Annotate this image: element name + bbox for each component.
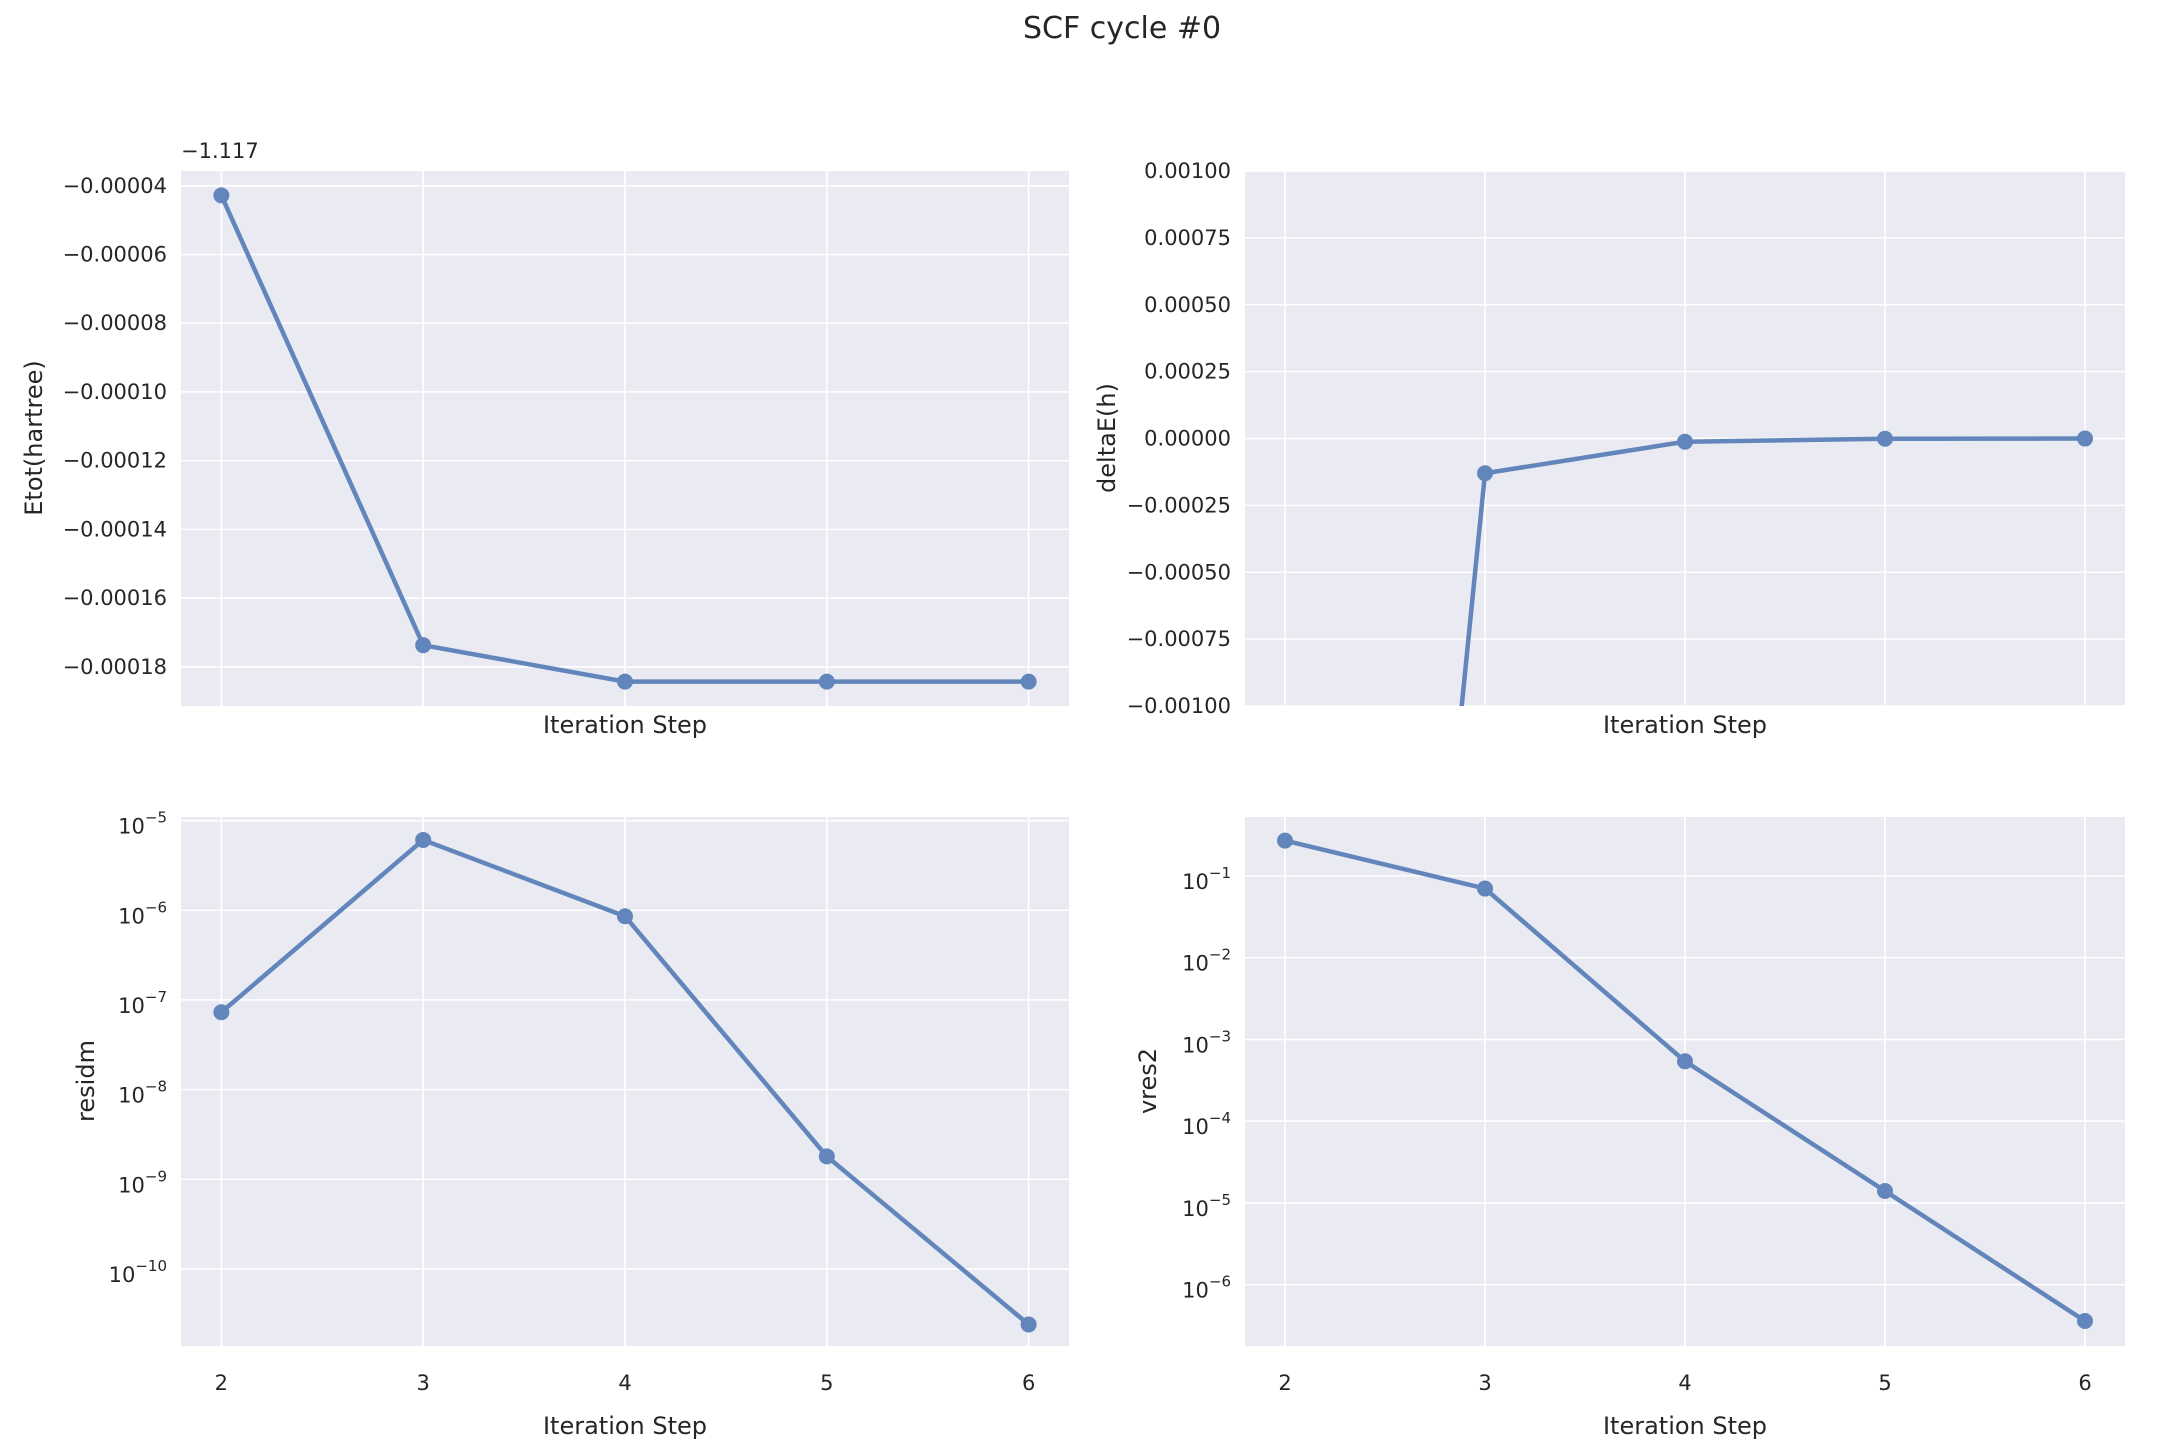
- subplot-etot: −0.00004 −0.00006 −0.00008 −0.00010 −0.00012…: [63, 171, 1069, 706]
- grid-lines: [181, 171, 1069, 706]
- y-tick-label: 0.00000: [1144, 427, 1231, 451]
- y-tick-label: 10−5: [118, 809, 167, 839]
- data-point: [617, 673, 633, 690]
- x-tick-label: 3: [1478, 1371, 1491, 1395]
- data-point: [1277, 832, 1293, 849]
- data-point: [1677, 1053, 1693, 1070]
- x-tick-label: 3: [416, 1371, 429, 1395]
- subplot-vres2: 10−1 10−2 10−3 10−4 10−5 10−6 2 3 4 5 6: [1182, 817, 2125, 1395]
- subplot-deltaE: 0.00100 0.00075 0.00050 0.00025 0.00000 −0.00…: [1127, 159, 2125, 718]
- data-series: [1277, 832, 2093, 1329]
- x-tick-label: 5: [820, 1371, 833, 1395]
- y-tick-label: 10−4: [1182, 1109, 1231, 1139]
- y-tick-label: 10−5: [1182, 1191, 1231, 1221]
- y-tick-label: 10−6: [118, 898, 167, 928]
- subplot-residm: 10−5 10−6 10−7 10−8 10−9 10−10 2 3 4 5 6: [109, 809, 1069, 1395]
- data-point: [1020, 673, 1037, 690]
- y-tick-label: 0.00025: [1144, 360, 1231, 384]
- y-tick-label: 0.00100: [1144, 159, 1231, 183]
- y-tick-label: 0.00075: [1144, 226, 1231, 250]
- data-series: [213, 187, 1037, 690]
- y-tick-label: 10−2: [1182, 946, 1231, 976]
- xlabel-deltaE: Iteration Step: [1602, 711, 1768, 739]
- data-point: [1877, 430, 1893, 447]
- x-tick-label: 6: [1022, 1371, 1035, 1395]
- figure-title: SCF cycle #0: [1022, 11, 1222, 46]
- y-tick-label: −0.00100: [1127, 694, 1231, 718]
- y-tick-label: 10−7: [118, 988, 167, 1018]
- y-tick-label: 10−1: [1182, 864, 1231, 894]
- xlabel-vres2: Iteration Step: [1602, 1412, 1768, 1440]
- y-tick-label: −0.00018: [63, 655, 167, 679]
- x-tick-label: 2: [1278, 1371, 1291, 1395]
- y-tick-label: −0.00014: [63, 517, 167, 541]
- grid-lines: [181, 817, 1069, 1346]
- data-point: [818, 1148, 835, 1165]
- data-point: [617, 908, 633, 925]
- y-tick-label: 10−3: [1182, 1027, 1231, 1057]
- data-point: [415, 831, 432, 848]
- data-point: [1677, 433, 1693, 450]
- grid-lines: [1245, 817, 2125, 1346]
- data-point: [213, 187, 230, 204]
- data-point: [1020, 1316, 1037, 1333]
- y-tick-label: 0.00050: [1144, 293, 1231, 317]
- ylabel-vres2: vres2: [1134, 1047, 1162, 1115]
- y-tick-label: −0.00016: [63, 586, 167, 610]
- x-tick-label: 6: [2078, 1371, 2091, 1395]
- ylabel-residm: residm: [72, 1040, 100, 1122]
- y-tick-label: 10−8: [118, 1078, 167, 1108]
- data-point: [213, 1004, 230, 1021]
- data-series: [1459, 430, 2093, 706]
- ylabel-etot: Etot(hartree): [20, 360, 48, 516]
- y-tick-label: −0.00006: [63, 242, 167, 266]
- x-tick-label: 5: [1878, 1371, 1891, 1395]
- etot-axis-offset-text: −1.117: [181, 139, 259, 163]
- x-tick-label: 4: [1678, 1371, 1691, 1395]
- data-point: [1877, 1182, 1893, 1199]
- data-series: [213, 831, 1037, 1333]
- y-tick-label: 10−6: [1182, 1273, 1231, 1303]
- xlabel-etot: Iteration Step: [542, 711, 708, 739]
- data-point: [1477, 465, 1493, 482]
- x-tick-label: 2: [215, 1371, 228, 1395]
- ylabel-deltaE: deltaE(h): [1093, 383, 1121, 493]
- data-point: [2077, 430, 2093, 447]
- y-tick-label: −0.00050: [1127, 560, 1231, 584]
- y-tick-label: 10−10: [109, 1257, 167, 1287]
- x-tick-label: 4: [618, 1371, 631, 1395]
- y-tick-label: −0.00012: [63, 449, 167, 473]
- y-tick-label: −0.00010: [63, 380, 167, 404]
- data-point: [2077, 1312, 2093, 1329]
- y-tick-label: 10−9: [118, 1167, 167, 1197]
- data-point: [1477, 880, 1493, 897]
- xlabel-residm: Iteration Step: [542, 1412, 708, 1440]
- y-tick-label: −0.00025: [1127, 493, 1231, 517]
- data-point: [818, 673, 835, 690]
- y-tick-label: −0.00075: [1127, 627, 1231, 651]
- y-tick-label: −0.00008: [63, 311, 167, 335]
- y-tick-label: −0.00004: [63, 174, 167, 198]
- data-point: [415, 637, 432, 654]
